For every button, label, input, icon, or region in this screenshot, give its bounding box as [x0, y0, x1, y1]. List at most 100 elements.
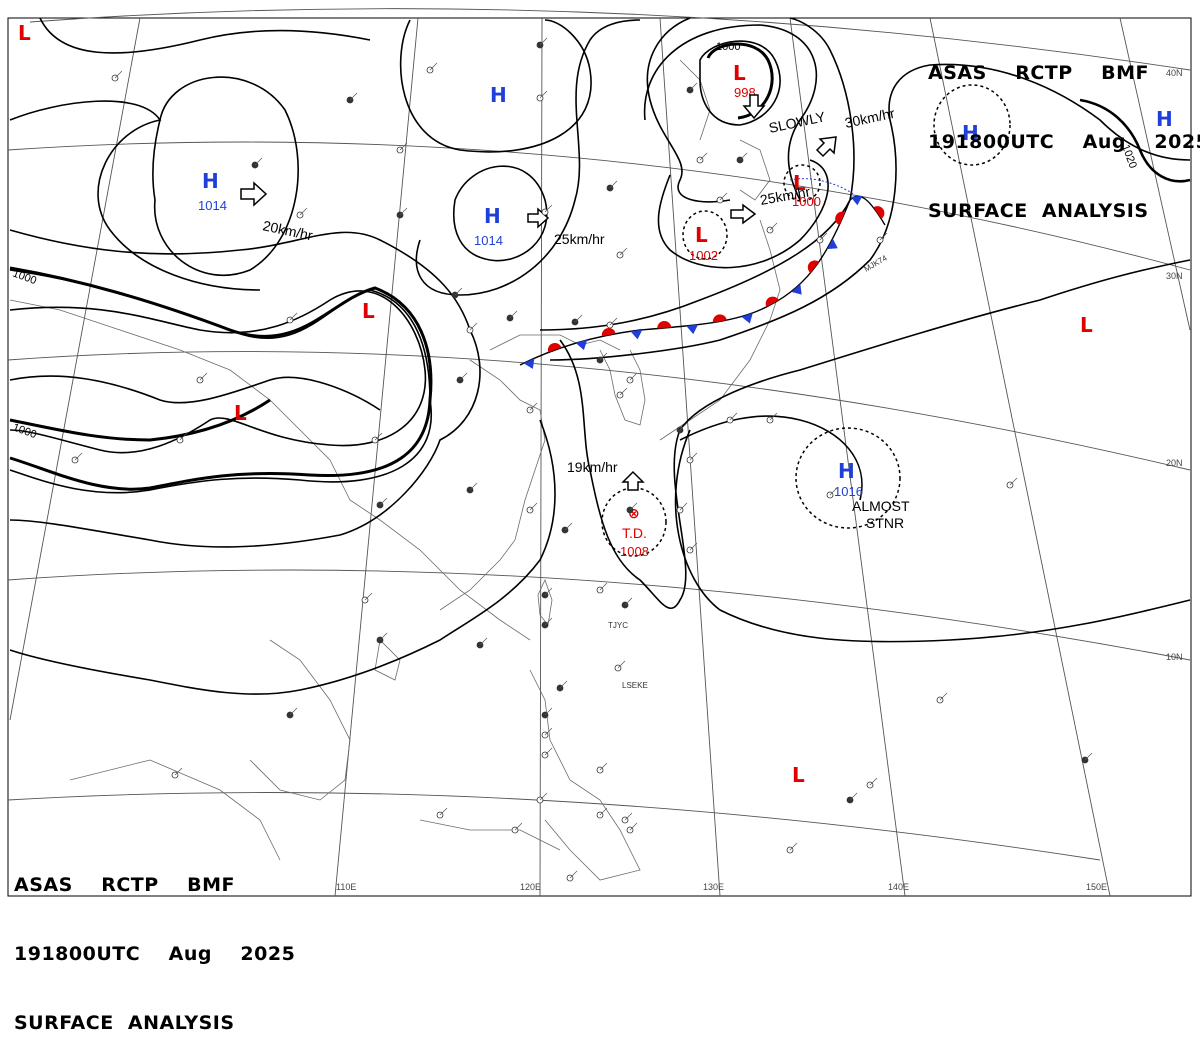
high-pressure-value: 1016 [834, 484, 863, 499]
chart-header-top-right: ASAS RCTP BMF 191800UTC Aug 2025 SURFACE… [928, 16, 1200, 246]
isobar-long [559, 259, 1191, 609]
wind-barb-icon [469, 482, 478, 491]
isobar [9, 229, 481, 548]
cold-front-symbol [827, 238, 838, 250]
high-center-icon: H [1156, 107, 1173, 131]
lat-label-10n: 10N [1166, 652, 1183, 662]
isobar [643, 24, 818, 201]
wind-barb-icon [629, 372, 638, 381]
wind-barb-icon [174, 767, 183, 776]
isobar-label: 1000 [716, 41, 740, 53]
warm-front-symbol [712, 314, 727, 323]
wind-barb-icon [769, 222, 778, 231]
wind-barb-icon [629, 822, 638, 831]
lon-label-120e: 120E [520, 882, 541, 892]
dashed-low-1002 [682, 210, 728, 260]
wind-barb-icon [254, 157, 263, 166]
wind-barb-icon [599, 807, 608, 816]
low-center-icon: L [234, 401, 247, 425]
wind-barb-icon [364, 592, 373, 601]
dashed-td [601, 487, 667, 557]
dashed-circulations [601, 84, 1011, 557]
wind-barb-icon [544, 587, 553, 596]
wind-barb-icon [564, 522, 573, 531]
wind-barb-icon [689, 452, 698, 461]
wind-barb-icon [539, 90, 548, 99]
wind-barb-icon [439, 807, 448, 816]
wind-barb-icon [529, 402, 538, 411]
wind-barb-icon [469, 322, 478, 331]
coastline-malay [69, 759, 281, 861]
longitude-line-110e [334, 17, 419, 897]
lon-label-130e: 130E [703, 882, 724, 892]
wind-barb-icon [569, 870, 578, 879]
longitude-line-140e [789, 17, 906, 897]
wind-barb-icon [559, 680, 568, 689]
coastlines [9, 59, 781, 881]
front-symbols [523, 195, 885, 369]
lat-label-20n: 20N [1166, 458, 1183, 468]
wind-barb-icon [289, 312, 298, 321]
wind-barb-icon [514, 822, 523, 831]
coastline-sakhalin [679, 59, 711, 141]
isobar [539, 17, 855, 331]
cold-front-symbol [523, 358, 535, 369]
isobar-label: 1000 [11, 268, 38, 288]
wind-barb-icon [74, 452, 83, 461]
high-center-icon: H [838, 459, 855, 483]
low-center-icon: L [362, 299, 375, 323]
warm-front-symbol [657, 321, 672, 329]
map-frame [7, 17, 1192, 897]
isobar-closed-low-998 [699, 40, 781, 126]
stationary-front [519, 178, 886, 369]
latitude-line-20n [7, 351, 1191, 471]
high-pressure-value: 1014 [198, 198, 227, 213]
wind-barb-icon [769, 412, 778, 421]
longitude-line-120e [539, 17, 543, 897]
dashed-high-1016 [795, 427, 901, 529]
low-center-icon: L [733, 61, 746, 85]
cold-front-symbol [791, 283, 802, 295]
movement-arrow-icon [730, 203, 757, 225]
coastline-east-china [439, 359, 546, 611]
wind-barb-icon [399, 142, 408, 151]
warm-front-symbol [873, 206, 885, 219]
isobar [9, 375, 381, 411]
lon-label-110e: 110E [336, 882, 356, 892]
motion-labels: 20km/hr 25km/hr SLOWLY 30km/hr 25km/hr 1… [261, 105, 910, 531]
wind-barb-icon [1084, 752, 1093, 761]
motion-label: 30km/hr [843, 105, 896, 131]
wind-barb-icon [619, 387, 628, 396]
wind-barb-icon [624, 812, 633, 821]
grid-labels: 40N 30N 20N 10N 110E 120E 130E 140E 150E [336, 68, 1183, 892]
wind-barb-icon [399, 207, 408, 216]
wind-barb-icon [609, 180, 618, 189]
coastline-bohai [489, 334, 621, 351]
low-pressure-value: 1000 [792, 194, 821, 209]
wind-barb-icon [544, 747, 553, 756]
station-mark: LSEKE [622, 681, 648, 690]
wind-barb-icon [289, 707, 298, 716]
chart-header-bottom-left: ASAS RCTP BMF 191800UTC Aug 2025 SURFACE… [14, 828, 295, 1058]
low-center-icon: L [18, 21, 31, 45]
wind-barb-icon [574, 314, 583, 323]
wind-barb-icon [879, 232, 888, 241]
wind-barb-icon [719, 192, 728, 201]
cold-front-symbol [575, 339, 588, 351]
isobar-1000-bold [9, 398, 271, 442]
wind-barb-icon [679, 422, 688, 431]
coastline-indochina [249, 639, 351, 801]
high-center-icon: H [484, 204, 501, 228]
front-extension [789, 178, 856, 196]
weather-map: 1000 1000 1000 1020 40N 30N 20N 10N 110E… [7, 8, 1192, 897]
wind-barb-icon [544, 204, 553, 213]
longitude-line-100e [9, 17, 141, 721]
wind-barb-icon [374, 432, 383, 441]
latitude-line-30n [7, 141, 1191, 271]
low-pressure-value: 1002 [689, 248, 718, 263]
coastline-hainan [374, 639, 401, 681]
isobar [679, 415, 863, 501]
wind-barb-icon [349, 92, 358, 101]
isobar [9, 100, 261, 291]
wind-barb-icon [459, 372, 468, 381]
